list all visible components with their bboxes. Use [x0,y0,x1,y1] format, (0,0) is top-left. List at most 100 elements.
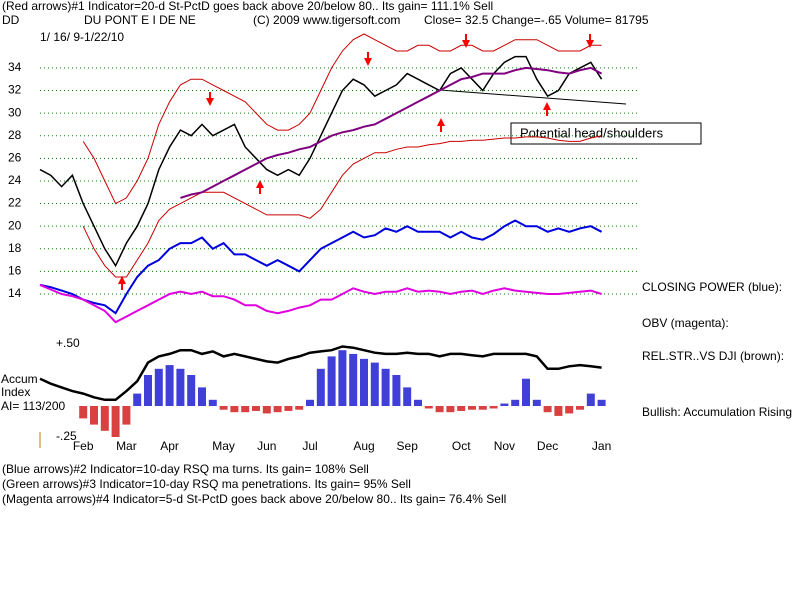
accum-bar [565,406,574,414]
accum-bar [198,387,206,406]
accum-bar [100,406,109,431]
accum-label: Accum [1,372,38,386]
header-line: (Red arrows)#1 Indicator=20-d St-PctD go… [2,0,493,13]
y-tick-label: 22 [8,196,22,210]
accum-bar [468,406,476,410]
accum-bar [435,406,444,413]
y-tick-label: +.50 [56,336,80,350]
side-label: Bullish: Accumulation Rising [642,405,792,419]
accum-label: AI= 113/200 [1,399,65,413]
accum-bar [165,365,174,406]
x-tick-label: Jul [302,439,317,453]
signal-arrows [118,34,594,290]
quote: Close= 32.5 Change=-.65 Volume= 81795 [424,13,649,27]
accum-bar [370,362,379,406]
y-tick-label: 26 [8,151,22,165]
accum-bar [392,375,401,406]
copyright: (C) 2009 www.tigersoft.com [253,13,400,27]
x-tick-label: May [212,439,235,453]
accum-bar [295,406,304,410]
accum-bar [144,375,152,406]
accum-bar [532,399,541,406]
accum-bar [478,406,487,410]
accum-bar [230,406,239,413]
accum-bar [306,399,314,406]
accum-bar [543,406,552,413]
sell-arrow [206,92,214,106]
x-tick-label: Apr [160,439,179,453]
accum-bar [187,375,196,406]
annotation-box [510,122,702,145]
accum-bar [511,399,520,406]
x-tick-label: Jan [592,439,611,453]
series-line [39,345,602,402]
accum-bar [586,393,595,406]
series-line [82,135,602,278]
sell-arrow [462,34,470,48]
accum-bar [403,387,412,406]
footer-line: (Green arrows)#3 Indicator=10-day RSQ ma… [2,477,411,491]
accum-bar [111,406,120,437]
buy-arrow [256,180,264,194]
buy-arrow [543,102,551,116]
company-name: DU PONT E I DE NE [84,13,196,27]
x-tick-label: Dec [537,439,558,453]
accum-bar [597,399,606,406]
accum-bar [79,406,88,419]
y-tick-label: 16 [8,264,22,278]
series-line [39,283,602,324]
side-label: OBV (magenta): [642,316,729,330]
accum-bar [284,406,293,411]
side-label: CLOSING POWER (blue): [642,280,782,294]
x-tick-label: Jun [257,439,276,453]
accum-bar [381,368,390,406]
accum-bar [241,406,250,413]
neckline [439,89,627,105]
accum-bar [154,368,163,406]
accum-bar [522,378,530,406]
annotation: Potential head/shoulders [520,125,664,140]
accum-bar [90,406,98,425]
accum-bar [360,358,368,406]
accum-bar [273,406,282,413]
accum-bar [576,406,584,410]
x-tick-label: Oct [452,439,471,453]
accum-bar [133,393,142,406]
accum-bar [208,399,217,406]
accum-bar [262,406,271,414]
accum-bar [327,356,336,406]
accum-bar [500,403,509,406]
accum-bar [252,406,260,411]
x-tick-label: Aug [353,439,374,453]
accum-bar [414,399,422,406]
accum-bar [122,406,131,425]
buy-arrow [118,276,126,290]
accum-bar [219,406,228,410]
sell-arrow [364,52,372,66]
side-label: REL.STR..VS DJI (brown): [642,349,784,363]
buy-arrow [437,118,445,132]
series-line [39,55,603,268]
accum-label: Index [1,385,30,399]
x-tick-label: Feb [73,439,94,453]
accum-bar [316,368,325,406]
accum-bar [338,350,347,406]
y-tick-label: 18 [8,241,22,255]
y-tick-label: -.25 [56,429,77,443]
x-tick-label: Sep [397,439,419,453]
y-tick-label: 24 [8,173,22,187]
accum-bar [554,406,563,416]
series-line [180,66,603,199]
y-tick-label: 34 [8,60,22,74]
footer-line: (Blue arrows)#2 Indicator=10-day RSQ ma … [2,462,369,476]
footer-line: (Magenta arrows)#4 Indicator=5-d St-PctD… [2,492,506,506]
series-line [82,33,602,205]
date-range: 1/ 16/ 9-1/22/10 [40,30,124,44]
accum-bar [349,353,358,406]
accum-bar [424,406,433,409]
y-tick-label: 28 [8,128,22,142]
accum-bar [457,406,466,411]
accum-bar [489,406,498,409]
x-tick-label: Mar [116,439,137,453]
